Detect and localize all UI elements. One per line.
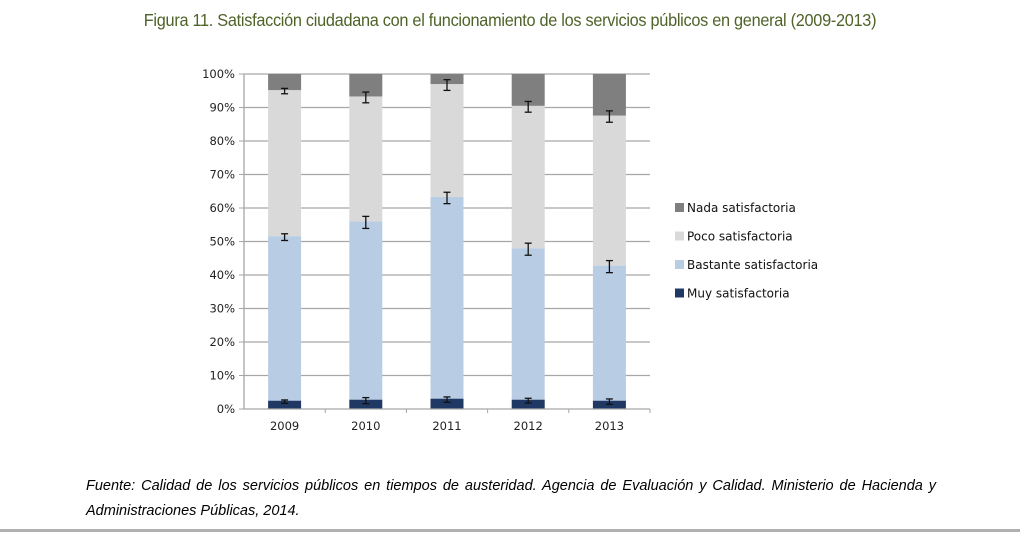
bar-segment-muy-satisfactoria	[511, 399, 545, 409]
x-tick-label: 2010	[351, 419, 380, 433]
bar-segment-bastante-satisfactoria	[349, 221, 383, 400]
y-tick-label: 10%	[209, 369, 235, 383]
x-tick-label: 2009	[270, 419, 299, 433]
axes	[243, 74, 651, 413]
figure-title: Figura 11. Satisfacción ciudadana con el…	[143, 10, 877, 30]
error-bar	[362, 215, 370, 230]
legend-item: Bastante satisfactoria	[675, 258, 818, 272]
bar-segment-bastante-satisfactoria	[592, 265, 626, 401]
x-axis-ticks: 2009 2010 2011 2012 2013	[270, 419, 624, 433]
error-bar	[443, 191, 451, 205]
error-bar	[524, 100, 532, 113]
legend-swatch	[675, 203, 684, 212]
x-tick-label: 2011	[432, 419, 461, 433]
bars	[268, 74, 626, 409]
legend-label: Muy satisfactoria	[687, 287, 790, 301]
y-tick-label: 70%	[209, 168, 235, 182]
legend-item: Poco satisfactoria	[675, 230, 793, 244]
legend-swatch	[675, 288, 684, 298]
legend: Nada satisfactoria Poco satisfactoria Bast…	[675, 201, 818, 301]
bar-segment-poco-satisfactoria	[511, 105, 545, 249]
bar-segment-nada-satisfactoria	[511, 74, 545, 106]
error-bar	[281, 233, 289, 242]
error-bar	[281, 87, 289, 95]
error-bar	[605, 110, 613, 123]
bar-segment-nada-satisfactoria	[268, 74, 302, 91]
error-bar	[443, 79, 451, 92]
y-tick-label: 0%	[217, 402, 235, 416]
bar-segment-poco-satisfactoria	[268, 90, 302, 237]
y-tick-label: 90%	[209, 101, 235, 115]
bottom-divider	[0, 529, 1020, 532]
legend-item: Nada satisfactoria	[675, 201, 796, 215]
x-tick-label: 2012	[514, 419, 543, 433]
error-bar	[281, 399, 289, 404]
y-tick-label: 60%	[209, 201, 235, 215]
y-tick-label: 50%	[209, 235, 235, 249]
bar-segment-muy-satisfactoria	[430, 398, 464, 409]
legend-swatch	[675, 260, 684, 269]
error-bar	[524, 242, 532, 256]
y-tick-label: 30%	[209, 302, 235, 316]
bar-segment-bastante-satisfactoria	[511, 248, 545, 400]
y-tick-label: 80%	[209, 134, 235, 148]
bar-segment-poco-satisfactoria	[592, 115, 626, 266]
source-note: Fuente: Calidad de los servicios público…	[86, 478, 936, 519]
bar-segment-bastante-satisfactoria	[268, 236, 302, 401]
bar-segment-nada-satisfactoria	[430, 74, 464, 85]
y-tick-label: 20%	[209, 335, 235, 349]
error-bars	[281, 79, 613, 405]
error-bar	[605, 398, 613, 405]
bar-segment-nada-satisfactoria	[349, 74, 383, 97]
bar-segment-nada-satisfactoria	[592, 74, 626, 116]
legend-label: Poco satisfactoria	[687, 230, 793, 244]
error-bar	[362, 396, 370, 405]
y-tick-label: 40%	[209, 268, 235, 282]
legend-swatch	[675, 231, 684, 241]
stacked-bar-chart: 0%10%20%30%40%50%60%70%80%90%100% 2009 20…	[202, 67, 818, 433]
error-bar	[605, 259, 613, 274]
bar-segment-muy-satisfactoria	[268, 400, 302, 409]
bar-segment-bastante-satisfactoria	[430, 196, 464, 399]
bar-segment-poco-satisfactoria	[349, 96, 383, 222]
legend-item: Muy satisfactoria	[675, 287, 790, 301]
y-axis-ticks: 0% 10% 20% 30% 40% 50% 60% 70% 80% 90% 100%	[202, 67, 235, 416]
error-bar	[443, 396, 451, 403]
legend-label: Bastante satisfactoria	[687, 258, 818, 272]
legend-label: Nada satisfactoria	[687, 201, 796, 215]
bar-segment-muy-satisfactoria	[349, 399, 383, 409]
bar-segment-poco-satisfactoria	[430, 84, 464, 197]
y-tick-label: 100%	[202, 67, 235, 81]
error-bar	[524, 397, 532, 404]
x-tick-label: 2013	[595, 419, 624, 433]
error-bar	[362, 91, 370, 104]
